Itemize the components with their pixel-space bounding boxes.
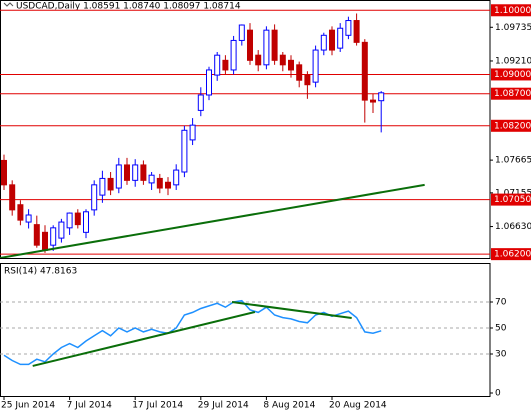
level-label: 1.07050 bbox=[494, 195, 531, 205]
level-label-box bbox=[491, 68, 531, 81]
rsi-panel bbox=[0, 263, 491, 397]
candle-body bbox=[132, 164, 139, 181]
main-plot bbox=[0, 9, 490, 258]
candle-body bbox=[378, 92, 385, 102]
candle-body bbox=[140, 164, 147, 181]
candle-body bbox=[370, 99, 376, 103]
candle-body bbox=[124, 164, 130, 181]
level-label: 1.06200 bbox=[494, 250, 531, 260]
rsi-plot bbox=[0, 299, 490, 367]
chart-title: USDCAD,Daily 1.08591 1.08740 1.08097 1.0… bbox=[16, 2, 241, 12]
candle-body bbox=[337, 27, 344, 49]
trend-line bbox=[231, 301, 352, 319]
candle-body bbox=[17, 204, 24, 221]
level-label-box bbox=[491, 248, 531, 261]
level-label: 1.09000 bbox=[494, 70, 531, 80]
candle-body bbox=[238, 24, 245, 41]
rsi-title: RSI(14) 47.8163 bbox=[4, 267, 77, 277]
candle-body bbox=[304, 74, 311, 86]
candle-body bbox=[353, 20, 360, 43]
candle-body bbox=[345, 20, 352, 36]
candle-body bbox=[165, 181, 171, 189]
level-label: 1.08700 bbox=[494, 89, 531, 99]
y-tick-label: 70 bbox=[495, 298, 507, 308]
x-tick-label: 20 Aug 2014 bbox=[329, 401, 387, 411]
axes: 1.09735 1.09210 1.07665 1.07155 1.06630 1.100… bbox=[1, 4, 531, 411]
candle-body bbox=[189, 124, 196, 141]
candle-body bbox=[58, 221, 65, 239]
candle-body bbox=[271, 29, 278, 61]
candle-body bbox=[279, 54, 286, 66]
candle-body bbox=[214, 54, 221, 76]
candle-body bbox=[83, 211, 89, 233]
y-tick-label: 1.07155 bbox=[495, 188, 531, 198]
candle-body bbox=[25, 214, 32, 223]
candle-body bbox=[91, 184, 98, 211]
level-label: 1.10000 bbox=[494, 6, 531, 16]
candle-body bbox=[42, 231, 48, 251]
main-panel bbox=[0, 0, 491, 259]
y-tick-label: 1.09735 bbox=[495, 23, 531, 33]
x-tick-label: 29 Jul 2014 bbox=[198, 401, 249, 411]
candle-body bbox=[1, 159, 7, 186]
level-label-box bbox=[491, 4, 531, 17]
candle-body bbox=[222, 59, 229, 71]
candle-body bbox=[115, 164, 122, 189]
level-label-box bbox=[491, 193, 531, 206]
x-tick-label: 8 Aug 2014 bbox=[263, 401, 315, 411]
header-icon bbox=[3, 2, 14, 7]
candle-body bbox=[74, 212, 81, 226]
candle-body bbox=[361, 41, 368, 101]
candle-body bbox=[329, 29, 335, 51]
x-tick-label: 17 Jul 2014 bbox=[132, 401, 183, 411]
trend-line bbox=[0, 183, 425, 258]
candle-body bbox=[206, 69, 212, 96]
y-tick-label: 1.09210 bbox=[495, 56, 531, 66]
y-tick-label: 30 bbox=[495, 350, 507, 360]
x-tick-label: 25 Jun 2014 bbox=[1, 401, 55, 411]
candle-body bbox=[197, 94, 204, 111]
candle-body bbox=[312, 49, 319, 83]
candle-body bbox=[288, 59, 294, 71]
candle-body bbox=[33, 224, 40, 246]
candle-body bbox=[107, 177, 114, 191]
x-tick-label: 7 Jul 2014 bbox=[67, 401, 112, 411]
candle-body bbox=[181, 129, 188, 173]
candle-body bbox=[173, 169, 180, 186]
candle-body bbox=[66, 212, 73, 229]
candle-body bbox=[148, 174, 155, 184]
y-tick-label: 1.06630 bbox=[495, 222, 531, 232]
candle-body bbox=[9, 184, 16, 211]
y-tick-label: 50 bbox=[495, 324, 507, 334]
candle-body bbox=[50, 227, 57, 246]
candle-body bbox=[99, 177, 106, 196]
candle-body bbox=[247, 29, 253, 61]
level-label-box bbox=[491, 119, 531, 132]
candle-body bbox=[255, 54, 262, 66]
candle-body bbox=[156, 177, 163, 189]
y-tick-label: 0 bbox=[495, 389, 501, 399]
level-label-box bbox=[491, 87, 531, 100]
trend-line bbox=[32, 311, 256, 367]
level-label: 1.08200 bbox=[494, 121, 531, 131]
candle-body bbox=[263, 29, 270, 66]
candle-body bbox=[296, 64, 303, 81]
candle-body bbox=[320, 34, 327, 51]
y-tick-label: 1.07665 bbox=[495, 156, 531, 166]
candle-body bbox=[230, 39, 237, 71]
